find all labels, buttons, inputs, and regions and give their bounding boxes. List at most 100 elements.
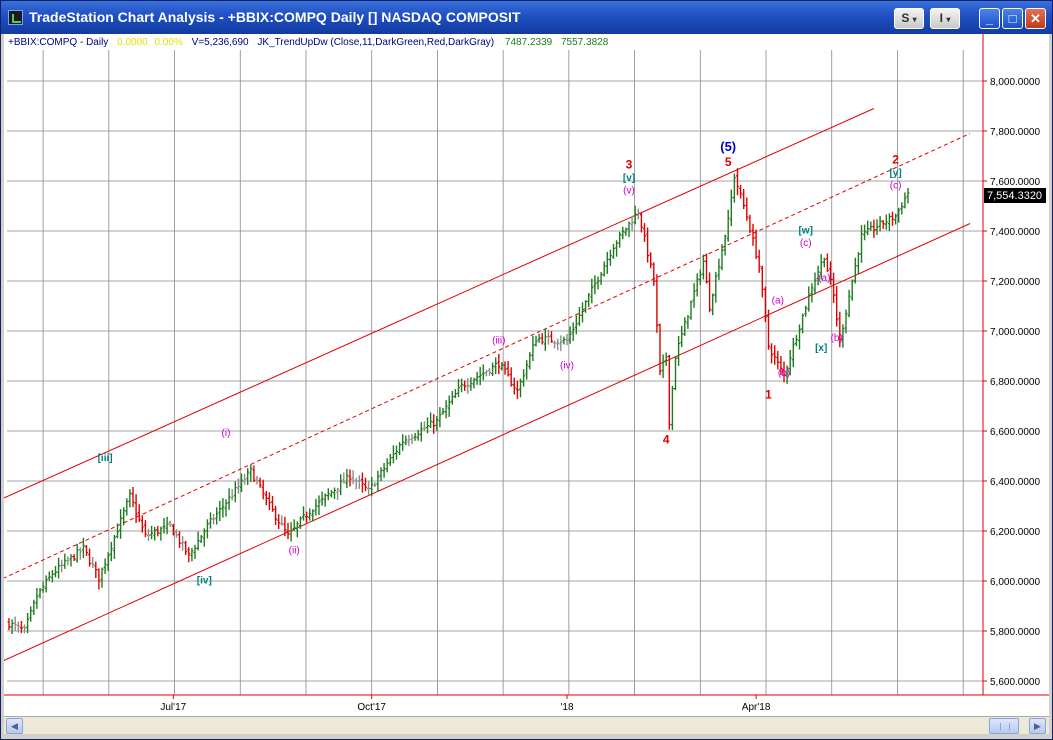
ohlc-bar bbox=[767, 309, 770, 350]
ohlc-bar bbox=[763, 286, 767, 323]
ohlc-bar bbox=[655, 274, 659, 333]
scroll-right-arrow-icon[interactable]: ▶ bbox=[1029, 718, 1046, 734]
ohlc-bar bbox=[903, 192, 907, 209]
close-button[interactable]: ✕ bbox=[1025, 8, 1046, 29]
ohlc-bar bbox=[134, 494, 138, 524]
ohlc-bar bbox=[435, 416, 439, 431]
ohlc-bar bbox=[832, 272, 836, 304]
ohlc-bar bbox=[258, 477, 262, 488]
ohlc-bar bbox=[639, 212, 643, 233]
ohlc-bar bbox=[199, 535, 203, 543]
ohlc-bar bbox=[618, 231, 622, 248]
ohlc-bar bbox=[367, 480, 371, 495]
ohlc-bar bbox=[280, 515, 284, 526]
ohlc-bar bbox=[825, 253, 829, 272]
ohlc-bar bbox=[736, 168, 739, 196]
x-axis-label: Apr'18 bbox=[742, 702, 771, 713]
ohlc-bar bbox=[147, 528, 150, 541]
legend-indicator: JK_TrendUpDw (Close,11,DarkGreen,Red,Dar… bbox=[257, 37, 494, 48]
ohlc-bar bbox=[714, 271, 718, 303]
ohlc-bar bbox=[872, 219, 876, 238]
legend-value-1: 7487.2339 bbox=[505, 37, 553, 48]
legend-change: 0.0000 bbox=[117, 37, 148, 48]
chart-area[interactable]: [iii] [iv] (i) (ii) (iii) (iv) 3 [v] (v) 4 (5) 5 [w]… bbox=[4, 34, 1049, 716]
ohlc-bar bbox=[388, 454, 392, 466]
ohlc-bar bbox=[624, 227, 628, 236]
ohlc-bar bbox=[171, 523, 175, 536]
last-price-readout: 7,554.3320 bbox=[984, 188, 1046, 203]
scroll-left-arrow-icon[interactable]: ◀ bbox=[6, 718, 23, 734]
ohlc-bar bbox=[227, 488, 231, 510]
ohlc-bar bbox=[528, 352, 532, 370]
ohlc-bar bbox=[584, 300, 588, 313]
wave-label: [x] bbox=[815, 343, 827, 354]
ohlc-bar bbox=[897, 207, 901, 223]
ohlc-bar bbox=[798, 324, 801, 350]
maximize-button[interactable]: □ bbox=[1002, 8, 1023, 29]
ohlc-bar bbox=[605, 251, 609, 274]
ohlc-bar bbox=[615, 240, 619, 257]
legend-symbol: +BBIX:COMPQ - Daily bbox=[8, 37, 108, 48]
ohlc-bar bbox=[599, 272, 603, 285]
x-axis-label: Oct'17 bbox=[357, 702, 386, 713]
ohlc-bar bbox=[119, 509, 123, 539]
price-chart[interactable]: [iii] [iv] (i) (ii) (iii) (iv) 3[v] (v) 4 (5)5 [w]… bbox=[4, 34, 1049, 716]
y-axis-label: 7,800.0000 bbox=[990, 127, 1040, 138]
channel-line-dashed bbox=[4, 133, 971, 579]
wave-label: 5 bbox=[725, 155, 732, 169]
ohlc-bar bbox=[336, 487, 340, 501]
ohlc-bar bbox=[26, 612, 30, 634]
ohlc-bar bbox=[60, 559, 64, 573]
ohlc-bar bbox=[230, 489, 234, 501]
scrollbar-thumb[interactable] bbox=[989, 718, 1019, 734]
y-axis-label: 5,800.0000 bbox=[990, 627, 1040, 638]
ohlc-bar bbox=[314, 498, 318, 516]
ohlc-bar bbox=[726, 209, 730, 242]
i-menu-button[interactable]: I ▾ bbox=[930, 8, 960, 29]
ohlc-bar bbox=[16, 621, 20, 633]
y-axis-label: 7,200.0000 bbox=[990, 277, 1040, 288]
ohlc-bar bbox=[125, 498, 129, 516]
ohlc-bar bbox=[646, 227, 650, 263]
ohlc-bar bbox=[137, 504, 141, 523]
ohlc-bar bbox=[10, 619, 14, 635]
horizontal-scrollbar[interactable]: ◀ ▶ bbox=[4, 716, 1049, 734]
ohlc-bar bbox=[621, 226, 625, 240]
ohlc-bar bbox=[757, 249, 761, 273]
wave-label: (iv) bbox=[560, 361, 574, 372]
ohlc-bar bbox=[559, 335, 563, 352]
ohlc-bar bbox=[66, 556, 70, 566]
ohlc-bar bbox=[283, 516, 287, 537]
ohlc-bar bbox=[302, 506, 305, 521]
ohlc-bar bbox=[878, 216, 882, 232]
minimize-button[interactable]: _ bbox=[979, 8, 1000, 29]
ohlc-bar bbox=[652, 262, 656, 286]
ohlc-bar bbox=[807, 286, 811, 312]
ohlc-bar bbox=[422, 421, 426, 431]
ohlc-bar bbox=[804, 305, 808, 317]
ohlc-bar bbox=[593, 275, 597, 295]
ohlc-bar bbox=[810, 283, 814, 303]
ohlc-bar bbox=[661, 354, 665, 379]
ohlc-bar bbox=[732, 173, 736, 203]
wave-label: (a) bbox=[772, 296, 784, 307]
ohlc-bar bbox=[103, 558, 107, 575]
ohlc-bar bbox=[168, 520, 172, 527]
ohlc-bar bbox=[178, 531, 181, 549]
ohlc-bar bbox=[7, 618, 11, 631]
tradestation-app-icon[interactable] bbox=[8, 10, 23, 25]
title-bar[interactable]: TradeStation Chart Analysis - +BBIX:COMP… bbox=[1, 1, 1052, 34]
ohlc-bar bbox=[686, 314, 690, 329]
y-axis-label: 8,000.0000 bbox=[990, 77, 1040, 88]
ohlc-bar bbox=[581, 302, 584, 323]
s-menu-button[interactable]: S ▾ bbox=[894, 8, 924, 29]
ohlc-bar bbox=[478, 366, 482, 386]
ohlc-bar bbox=[131, 487, 135, 508]
ohlc-bar bbox=[23, 624, 26, 634]
ohlc-bar bbox=[416, 429, 420, 441]
ohlc-bar bbox=[404, 435, 408, 446]
ohlc-bar bbox=[466, 378, 470, 394]
ohlc-bar bbox=[680, 325, 684, 347]
ohlc-bar bbox=[531, 335, 535, 362]
